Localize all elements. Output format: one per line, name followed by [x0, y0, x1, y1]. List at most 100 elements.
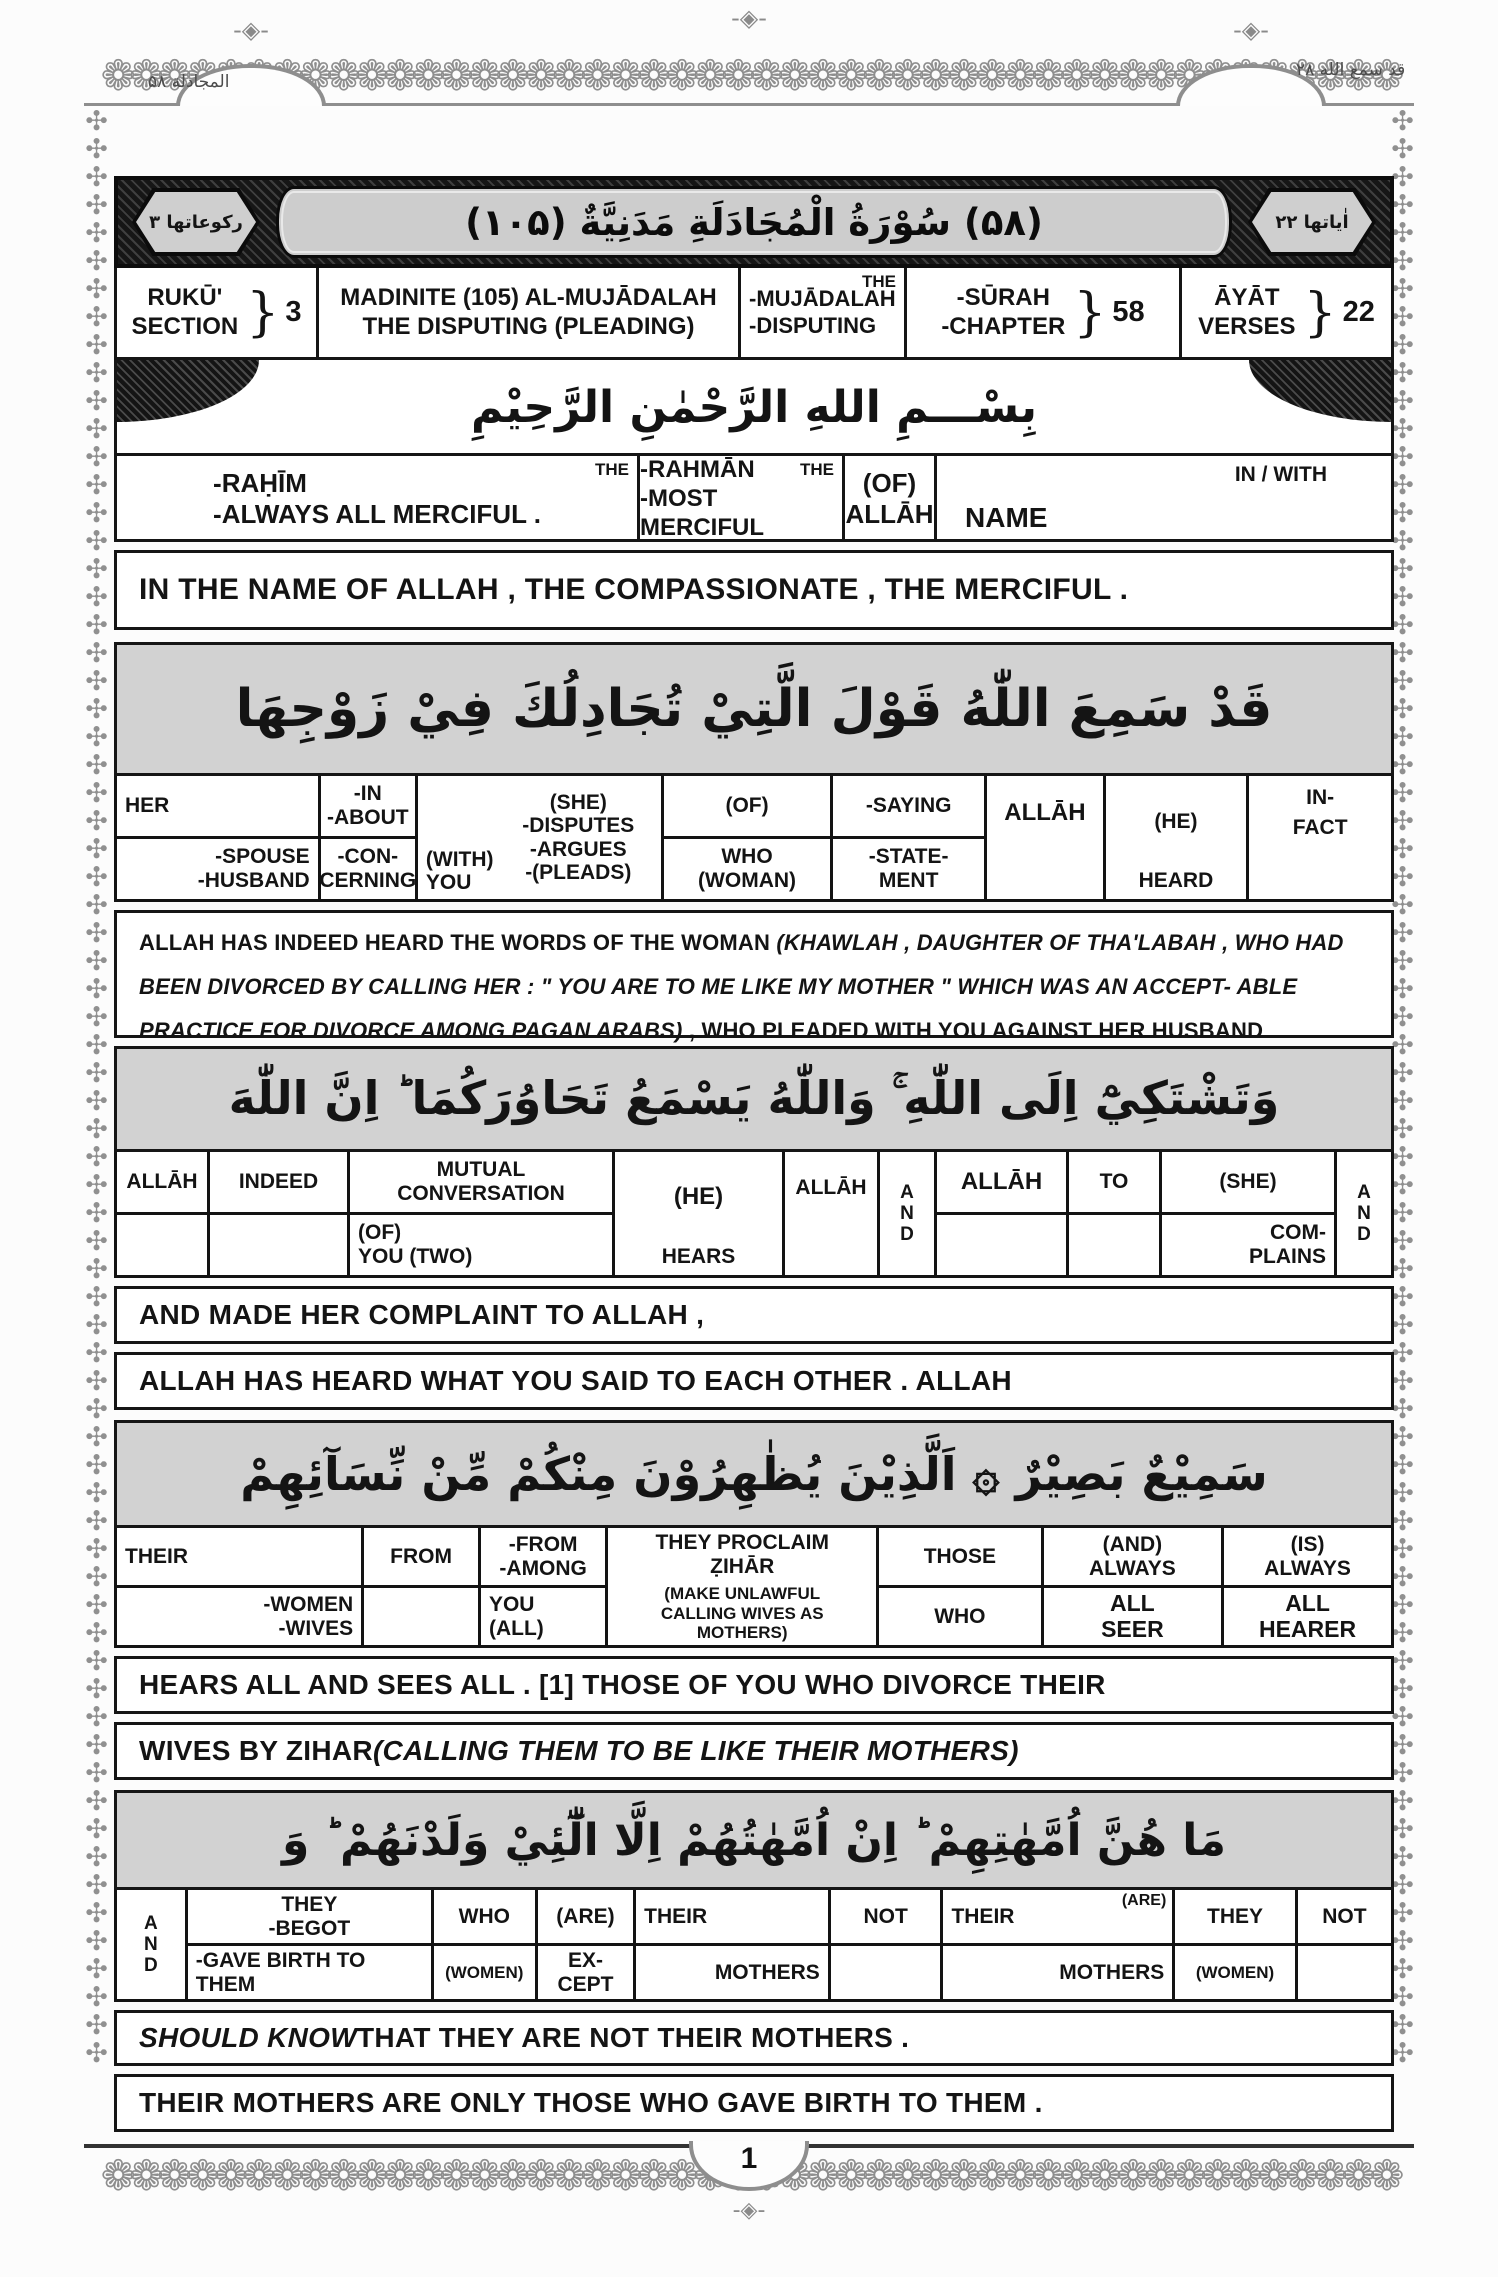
top-center-finial-icon: -◈-	[731, 4, 767, 32]
word-bottom: WHO	[879, 1585, 1041, 1645]
word-top: THEIR	[644, 1904, 708, 1928]
verse-1-arabic-band: قَدْ سَمِعَ اللّٰهُ قَوْلَ الَّتِيْ تُجَ…	[114, 642, 1394, 776]
translation-text: AND MADE HER COMPLAINT TO ALLAH ,	[139, 1299, 705, 1330]
word-cell: NOT	[1294, 1890, 1391, 1999]
translation-text: ALLAH HAS HEARD WHAT YOU SAID TO EACH OT…	[139, 1365, 1012, 1396]
verse-1-translation: ALLAH HAS INDEED HEARD THE WORDS OF THE …	[114, 910, 1394, 1043]
word-cell: ALLĀH	[117, 1152, 207, 1275]
surah-number: 58	[1112, 296, 1145, 328]
verse-count: 22	[1342, 296, 1375, 328]
bismillah-corner-ornament-right	[1249, 360, 1391, 422]
word-top: (ARE) THEIR	[943, 1890, 1172, 1943]
word-cell: (OF) WHO (WOMAN)	[661, 776, 831, 899]
word-cell-rahim: THE -RAḤĪM -ALWAYS ALL MERCIFUL .	[117, 456, 637, 542]
ayat-label-1: ĀYĀT	[1214, 284, 1280, 312]
name-word: NAME	[965, 501, 1048, 533]
ayat-verses-cell: ĀYĀT VERSES } 22	[1179, 268, 1391, 357]
verse-3-word-table: THEIR -WOMEN -WIVES FROM -FROM -AMONG YO…	[114, 1528, 1394, 1648]
word-cell: HER -SPOUSE -HUSBAND	[117, 776, 318, 899]
word-cell: INDEED	[207, 1152, 347, 1275]
verse-4-word-table: A N D THEY -BEGOT -GAVE BIRTH TO THEM WH…	[114, 1890, 1394, 2002]
word-bottom	[937, 1212, 1066, 1275]
verse-2-translation-line-1: AND MADE HER COMPLAINT TO ALLAH ,	[114, 1286, 1394, 1344]
translation-text: THAT THEY ARE NOT THEIR MOTHERS .	[356, 2022, 910, 2053]
ruku-label-1: RUKŪ'	[147, 284, 223, 312]
word-bottom: MOTHERS	[636, 1943, 828, 1999]
verse-4-arabic-band: مَا هُنَّ اُمَّهٰتِهِمْ ؕ اِنْ اُمَّهٰتُ…	[114, 1790, 1394, 1890]
word-bottom: (WOMEN)	[1175, 1943, 1295, 1999]
and-vertical: A N D	[144, 1912, 158, 1977]
word-cell: -IN -ABOUT -CON- CERNING	[317, 776, 416, 899]
verse-3-arabic: سَمِيْعٌ بَصِيْرٌ ۞ اَلَّذِيْنَ يُظٰهِرُ…	[240, 1447, 1268, 1501]
ayat-label-2: VERSES	[1198, 312, 1296, 340]
word-cell-and: A N D	[117, 1890, 185, 1999]
bismillah-translation: IN THE NAME OF ALLAH , THE COMPASSIONATE…	[139, 573, 1129, 606]
translation-text: WIVES BY ZIHAR	[139, 1735, 373, 1766]
word-left: (WITH) YOU	[425, 847, 494, 895]
surah-name-line-1: MADINITE (105) AL-MUJĀDALAH	[340, 284, 717, 312]
word-top: -SAYING	[865, 794, 952, 818]
and-vertical: A N D	[1357, 1181, 1371, 1246]
word-top: TO	[1099, 1170, 1129, 1194]
rahim-line-1: -RAḤĪM	[213, 468, 307, 498]
in-with-sup: IN / WITH	[1234, 463, 1327, 486]
page-content: رکوعاتها ۳ (۵۸) سُوْرَةُ الْمُجَادَلَةِ …	[114, 176, 1394, 2132]
word-top: (SHE)	[1219, 1170, 1277, 1194]
mujadalah-cell: THE -MUJĀDALAH -DISPUTING	[738, 268, 904, 357]
zihar-main: THEY PROCLAIM ẒIHĀR	[655, 1531, 829, 1578]
word-bottom: (OF) YOU (TWO)	[350, 1212, 612, 1275]
word-bottom: EX- CEPT	[537, 1943, 634, 1999]
allah-of: (OF)	[862, 468, 917, 498]
word-cell: TO	[1066, 1152, 1159, 1275]
brace-glyph: }	[246, 282, 280, 343]
word-bottom	[364, 1585, 478, 1645]
ayat-medallion: اٰياتها ۲۲	[1248, 188, 1376, 256]
word-cell-merged: (WITH) YOU (SHE) -DISPUTES -ARGUES -(PLE…	[414, 776, 661, 899]
word-cell: ALLĀH	[984, 776, 1102, 899]
word-bottom: (WOMEN)	[433, 1943, 535, 1999]
surah-label-2: -CHAPTER	[941, 312, 1066, 340]
word-cell: NOT	[827, 1890, 941, 1999]
surah-chapter-cell: -SŪRAH -CHAPTER } 58	[904, 268, 1179, 357]
word-top: IN-	[1306, 786, 1335, 809]
word-bottom: MOTHERS	[943, 1943, 1173, 1999]
rahman-sup: THE	[800, 460, 834, 479]
translation-text-italic: SHOULD KNOW	[139, 2022, 357, 2053]
word-bottom: YOU (ALL)	[480, 1585, 606, 1645]
translation-text: HEARS ALL AND SEES ALL . [1] THOSE OF YO…	[139, 1669, 1106, 1700]
word-bottom: FACT	[1292, 815, 1348, 839]
word-top: THOSE	[923, 1544, 997, 1568]
allah-word: ALLĀH	[845, 499, 934, 530]
word-cell-allah: (OF) ALLĀH	[842, 456, 934, 543]
word-cell: THEY (WOMEN)	[1172, 1890, 1295, 1999]
bismillah-translation-row: IN THE NAME OF ALLAH , THE COMPASSIONATE…	[114, 550, 1394, 630]
zihar-note: (MAKE UNLAWFUL CALLING WIVES AS MOTHERS)	[660, 1584, 824, 1642]
verse-3-translation-line-1: HEARS ALL AND SEES ALL . [1] THOSE OF YO…	[114, 1656, 1394, 1714]
word-cell: IN- FACT	[1246, 776, 1391, 899]
word-cell: ALLĀH	[782, 1152, 877, 1275]
word-cell-rahman: THE -RAHMĀN -MOST MERCIFUL	[637, 456, 842, 543]
are-sup: (ARE)	[1121, 1892, 1167, 1909]
ruku-label-2: SECTION	[131, 312, 239, 340]
surah-title-banner: رکوعاتها ۳ (۵۸) سُوْرَةُ الْمُجَادَلَةِ …	[114, 176, 1394, 268]
word-top: (IS) ALWAYS	[1264, 1532, 1351, 1580]
translation-segment: ALLAH HAS INDEED HEARD THE WORDS OF THE …	[139, 930, 777, 955]
verse-3-arabic-band: سَمِيْعٌ بَصِيْرٌ ۞ اَلَّذِيْنَ يُظٰهِرُ…	[114, 1420, 1394, 1528]
verse-2-translation-line-2: ALLAH HAS HEARD WHAT YOU SAID TO EACH OT…	[114, 1352, 1394, 1410]
surah-title-arabic: (۵۸) سُوْرَةُ الْمُجَادَلَةِ مَدَنِيَّةٌ…	[276, 186, 1232, 258]
word-bottom: -WOMEN -WIVES	[117, 1585, 362, 1645]
word-top: (OF)	[725, 794, 769, 818]
page-number: 1	[740, 2142, 758, 2175]
word-top: NOT	[1322, 1904, 1367, 1928]
word-cell: THEIR MOTHERS	[633, 1890, 828, 1999]
mujadalah-line-1: -MUJĀDALAH	[749, 286, 896, 312]
word-bottom	[1069, 1212, 1159, 1275]
word-top: THEY	[1207, 1904, 1264, 1928]
ruku-medallion-text: رکوعاتها ۳	[136, 192, 256, 252]
word-cell: (HE) HEARD	[1102, 776, 1247, 899]
translation-text: THEIR MOTHERS ARE ONLY THOSE WHO GAVE BI…	[139, 2087, 1043, 2118]
word-bottom: ALL HEARER	[1224, 1585, 1391, 1645]
word-bottom: COM- PLAINS	[1162, 1212, 1334, 1275]
word-top: -FROM -AMONG	[499, 1532, 587, 1580]
word-cell: (ARE) EX- CEPT	[534, 1890, 634, 1999]
